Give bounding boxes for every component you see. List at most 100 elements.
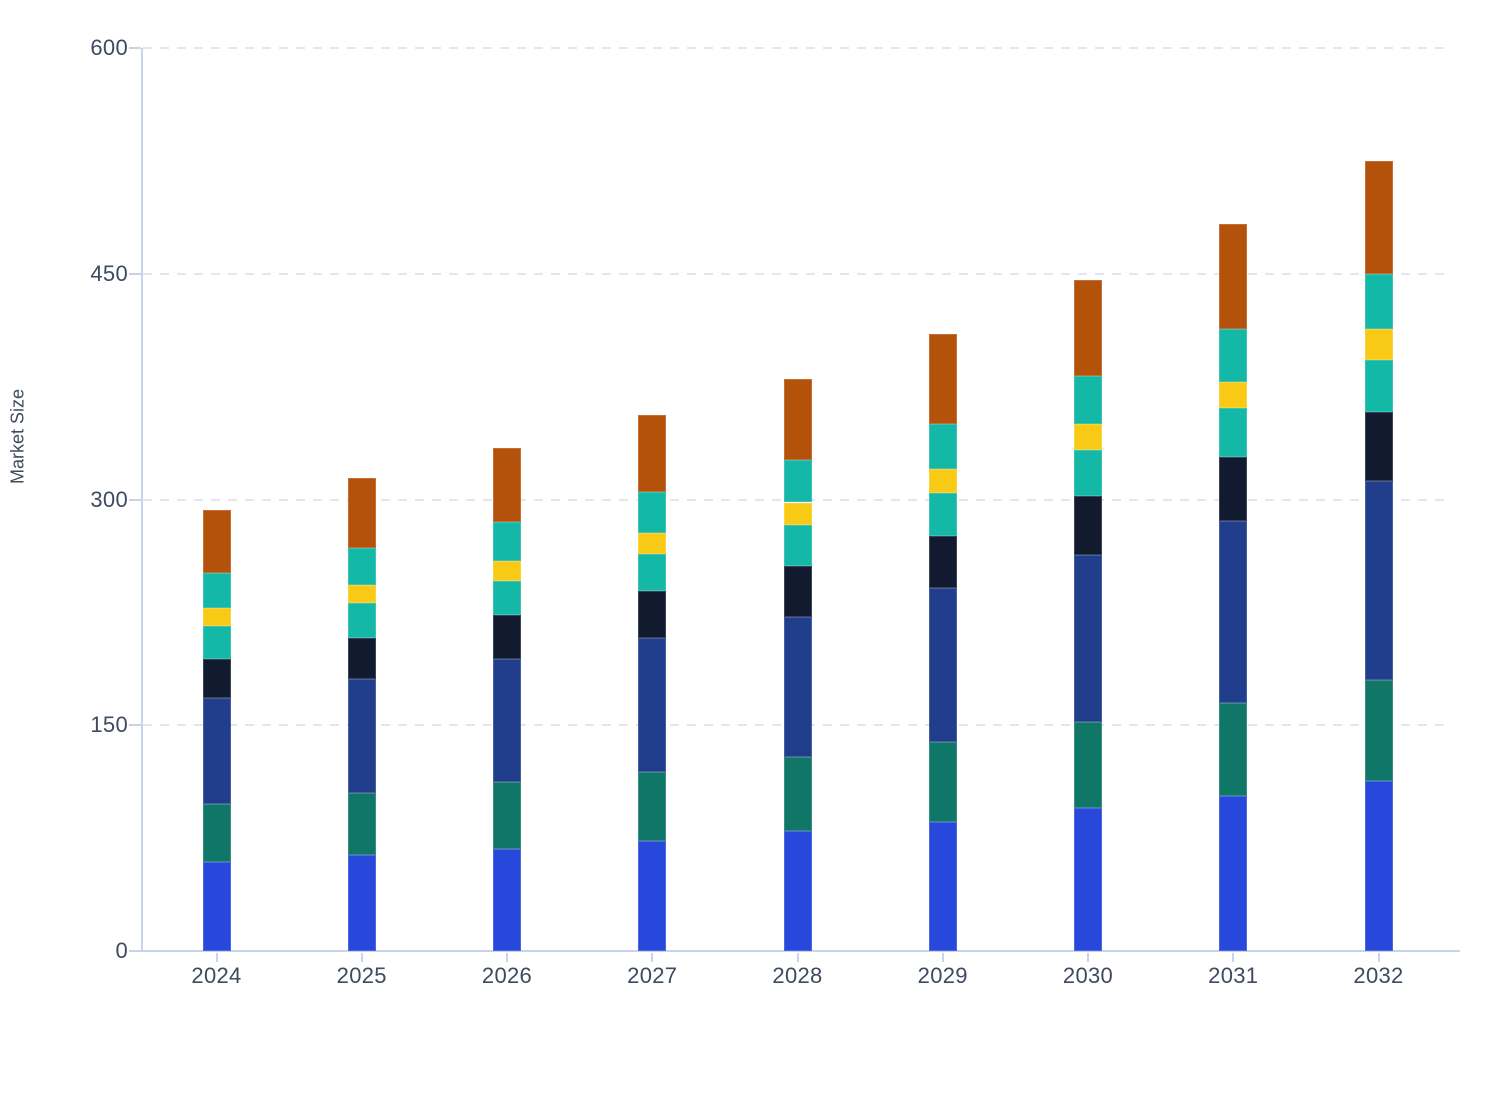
gridline-600 [143, 47, 1452, 49]
bar-2029-segment-2-sea-green[interactable] [928, 741, 957, 822]
bar-2025-segment-5-turquoise[interactable] [347, 603, 376, 638]
bar-2030-segment-3-navy[interactable] [1074, 555, 1102, 723]
bar-2029-segment-8-orange[interactable] [928, 333, 957, 425]
x-tick-label-2028: 2028 [772, 963, 823, 988]
y-tick-mark-300 [129, 498, 141, 501]
x-tick-mark-2031 [1232, 953, 1235, 962]
bar-2027-segment-5-turquoise[interactable] [638, 553, 667, 592]
bar-2026-segment-1-blue[interactable] [493, 848, 521, 951]
y-tick-label-600: 600 [90, 35, 128, 60]
bar-2031-segment-6-yellow[interactable] [1219, 382, 1248, 408]
bar-2028-segment-6-yellow[interactable] [783, 502, 812, 526]
bar-2032-segment-1-blue[interactable] [1364, 780, 1393, 951]
bar-2028-segment-5-turquoise[interactable] [783, 525, 812, 566]
y-tick-mark-600 [129, 47, 141, 49]
x-tick-label-2024: 2024 [191, 963, 242, 988]
bar-2026-segment-6-yellow[interactable] [493, 561, 521, 581]
bar-2026-segment-7-turquoise[interactable] [493, 522, 521, 562]
x-tick-label-2030: 2030 [1062, 963, 1114, 988]
x-tick-label-2032: 2032 [1353, 963, 1404, 988]
y-tick-label-0: 0 [115, 938, 128, 963]
bar-2031-segment-8-orange[interactable] [1219, 224, 1248, 330]
bar-2031-segment-3-navy[interactable] [1219, 520, 1248, 703]
gridline-450 [143, 272, 1452, 275]
bar-2029-segment-7-turquoise[interactable] [928, 424, 957, 470]
bar-2031-segment-1-blue[interactable] [1219, 795, 1248, 951]
x-tick-mark-2024 [215, 953, 218, 962]
bar-2024-segment-3-navy[interactable] [202, 698, 231, 804]
y-tick-mark-450 [129, 272, 141, 275]
x-tick-mark-2028 [796, 953, 799, 962]
bar-2029-segment-4-dark-navy[interactable] [928, 535, 957, 589]
bar-2024-segment-1-blue[interactable] [202, 862, 231, 951]
bar-2025-segment-1-blue[interactable] [347, 854, 376, 951]
bar-2024-segment-2-sea-green[interactable] [202, 803, 231, 863]
bar-2027-segment-2-sea-green[interactable] [638, 771, 667, 842]
y-tick-label-150: 150 [90, 712, 128, 738]
bar-2029-segment-6-yellow[interactable] [928, 469, 957, 494]
bar-2031-segment-5-turquoise[interactable] [1219, 407, 1248, 458]
bar-2030-segment-5-turquoise[interactable] [1074, 449, 1102, 497]
bar-2028-segment-8-orange[interactable] [783, 379, 812, 461]
x-tick-label-2026: 2026 [481, 963, 533, 988]
bar-2030-segment-1-blue[interactable] [1074, 808, 1102, 951]
bar-2026-segment-4-dark-navy[interactable] [493, 615, 521, 660]
bar-2028-segment-4-dark-navy[interactable] [783, 565, 812, 617]
bar-2029-segment-5-turquoise[interactable] [928, 493, 957, 536]
bar-2032-segment-5-turquoise[interactable] [1364, 359, 1393, 413]
bar-2029-segment-3-navy[interactable] [928, 588, 957, 742]
bar-2030-segment-4-dark-navy[interactable] [1074, 496, 1102, 556]
bar-2027-segment-3-navy[interactable] [638, 637, 667, 772]
bar-2024-segment-7-turquoise[interactable] [202, 573, 231, 608]
bar-2032-segment-6-yellow[interactable] [1364, 329, 1393, 360]
bar-2026-segment-8-orange[interactable] [493, 448, 521, 523]
bar-2025-segment-7-turquoise[interactable] [347, 547, 376, 586]
bar-2032-segment-2-sea-green[interactable] [1364, 680, 1393, 781]
bar-2032-segment-3-navy[interactable] [1364, 481, 1393, 681]
bar-2024-segment-4-dark-navy[interactable] [202, 659, 231, 699]
bar-2026-segment-5-turquoise[interactable] [493, 580, 521, 616]
bar-2024-segment-8-orange[interactable] [202, 510, 231, 574]
x-axis-line [143, 950, 1460, 952]
bar-2029-segment-1-blue[interactable] [928, 821, 957, 951]
bar-2032-segment-7-turquoise[interactable] [1364, 273, 1393, 330]
bar-2025-segment-3-navy[interactable] [347, 678, 376, 793]
bar-2027-segment-7-turquoise[interactable] [638, 491, 667, 533]
bar-2026-segment-2-sea-green[interactable] [493, 782, 521, 849]
bar-2031-segment-7-turquoise[interactable] [1219, 329, 1248, 383]
y-axis-title: Market Size [7, 388, 28, 485]
bar-2030-segment-7-turquoise[interactable] [1074, 376, 1102, 425]
bar-2030-segment-6-yellow[interactable] [1074, 424, 1102, 450]
bar-2027-segment-8-orange[interactable] [638, 415, 667, 492]
bar-2028-segment-1-blue[interactable] [783, 830, 812, 951]
bar-2032-segment-4-dark-navy[interactable] [1364, 412, 1393, 482]
x-tick-mark-2029 [941, 953, 944, 962]
bar-2027-segment-6-yellow[interactable] [638, 532, 667, 554]
bar-2025-segment-2-sea-green[interactable] [347, 792, 376, 855]
bar-2025-segment-6-yellow[interactable] [347, 585, 376, 604]
x-tick-mark-2032 [1377, 953, 1380, 962]
bar-2027-segment-1-blue[interactable] [638, 841, 667, 951]
bar-2032-segment-8-orange[interactable] [1364, 160, 1393, 274]
bar-2026-segment-3-navy[interactable] [493, 659, 521, 783]
bar-2030-segment-8-orange[interactable] [1074, 279, 1102, 377]
x-tick-mark-2030 [1087, 953, 1089, 962]
bar-2031-segment-4-dark-navy[interactable] [1219, 457, 1248, 521]
bar-2028-segment-2-sea-green[interactable] [783, 756, 812, 831]
bar-2028-segment-3-navy[interactable] [783, 616, 812, 757]
y-axis-line [141, 48, 143, 952]
y-tick-label-300: 300 [90, 486, 128, 512]
bar-2025-segment-8-orange[interactable] [347, 478, 376, 548]
x-tick-label-2031: 2031 [1208, 963, 1259, 988]
bar-2025-segment-4-dark-navy[interactable] [347, 637, 376, 679]
x-tick-label-2029: 2029 [917, 963, 968, 988]
bar-2024-segment-6-yellow[interactable] [202, 607, 231, 626]
x-tick-label-2025: 2025 [336, 963, 387, 988]
bar-2028-segment-7-turquoise[interactable] [783, 460, 812, 503]
bar-2031-segment-2-sea-green[interactable] [1219, 702, 1248, 796]
bar-2027-segment-4-dark-navy[interactable] [638, 591, 667, 638]
bar-2024-segment-5-turquoise[interactable] [202, 625, 231, 660]
y-tick-mark-150 [129, 724, 141, 727]
bar-2030-segment-2-sea-green[interactable] [1074, 722, 1102, 809]
